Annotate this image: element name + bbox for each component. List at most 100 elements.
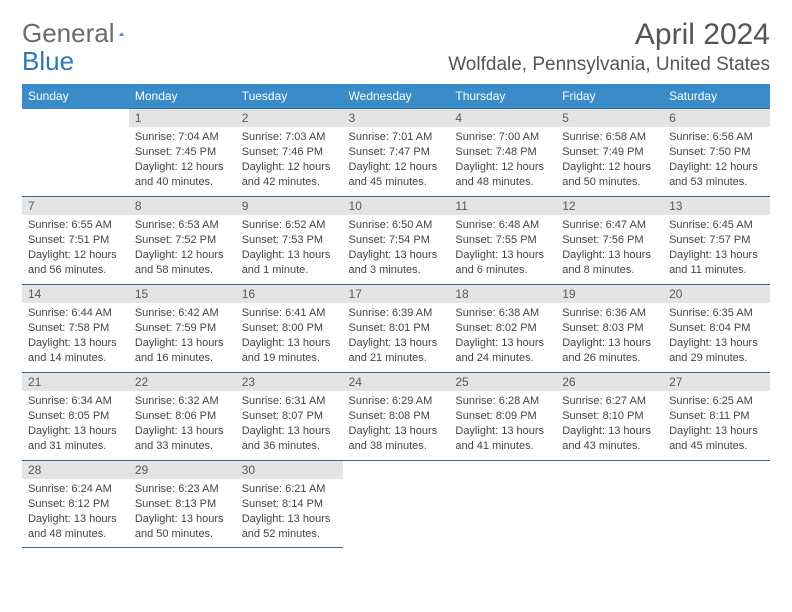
calendar-row: 14Sunrise: 6:44 AMSunset: 7:58 PMDayligh… <box>22 285 770 373</box>
day-content: Sunrise: 6:21 AMSunset: 8:14 PMDaylight:… <box>236 479 343 547</box>
sunrise-line: Sunrise: 6:34 AM <box>28 394 123 409</box>
sunrise-line: Sunrise: 6:52 AM <box>242 218 337 233</box>
month-title: April 2024 <box>448 18 770 52</box>
day-number: 8 <box>129 197 236 215</box>
day-content: Sunrise: 6:39 AMSunset: 8:01 PMDaylight:… <box>343 303 450 371</box>
calendar-cell: 2Sunrise: 7:03 AMSunset: 7:46 PMDaylight… <box>236 109 343 197</box>
sunset-line: Sunset: 8:09 PM <box>455 409 550 424</box>
brand-part2: Blue <box>22 46 74 77</box>
daylight-line: Daylight: 13 hours and 24 minutes. <box>455 336 550 366</box>
calendar-cell: 28 Sunrise: 6:24 AMSunset: 8:12 PMDayligh… <box>22 461 129 548</box>
day-content: Sunrise: 6:48 AMSunset: 7:55 PMDaylight:… <box>449 215 556 283</box>
daylight-line: Daylight: 13 hours and 41 minutes. <box>455 424 550 454</box>
daylight-line: Daylight: 13 hours and 8 minutes. <box>562 248 657 278</box>
weekday-header: Tuesday <box>236 84 343 109</box>
day-number: 14 <box>22 285 129 303</box>
sunrise-line: Sunrise: 6:24 AM <box>28 482 123 497</box>
weekday-header: Wednesday <box>343 84 450 109</box>
sunset-line: Sunset: 8:07 PM <box>242 409 337 424</box>
day-number: 23 <box>236 373 343 391</box>
calendar-row: 21Sunrise: 6:34 AMSunset: 8:05 PMDayligh… <box>22 373 770 461</box>
sunrise-line: Sunrise: 6:25 AM <box>669 394 764 409</box>
day-content: Sunrise: 7:03 AMSunset: 7:46 PMDaylight:… <box>236 127 343 195</box>
calendar-cell: 1Sunrise: 7:04 AMSunset: 7:45 PMDaylight… <box>129 109 236 197</box>
sunset-line: Sunset: 8:02 PM <box>455 321 550 336</box>
day-number: 27 <box>663 373 770 391</box>
sunrise-line: Sunrise: 6:44 AM <box>28 306 123 321</box>
calendar-cell: 8Sunrise: 6:53 AMSunset: 7:52 PMDaylight… <box>129 197 236 285</box>
daylight-line: Daylight: 13 hours and 38 minutes. <box>349 424 444 454</box>
day-content: Sunrise: 6:29 AMSunset: 8:08 PMDaylight:… <box>343 391 450 459</box>
daylight-line: Daylight: 13 hours and 50 minutes. <box>135 512 230 542</box>
weekday-header: Thursday <box>449 84 556 109</box>
day-content: Sunrise: 6:31 AMSunset: 8:07 PMDaylight:… <box>236 391 343 459</box>
calendar-cell: 9 Sunrise: 6:52 AMSunset: 7:53 PMDaylight… <box>236 197 343 285</box>
daylight-line: Daylight: 13 hours and 31 minutes. <box>28 424 123 454</box>
title-block: April 2024 Wolfdale, Pennsylvania, Unite… <box>448 18 770 76</box>
day-number: 26 <box>556 373 663 391</box>
day-number: 6 <box>663 109 770 127</box>
weekday-header: Monday <box>129 84 236 109</box>
sunset-line: Sunset: 7:53 PM <box>242 233 337 248</box>
sunrise-line: Sunrise: 6:32 AM <box>135 394 230 409</box>
calendar-cell: 13Sunrise: 6:45 AMSunset: 7:57 PMDayligh… <box>663 197 770 285</box>
brand-logo: General <box>22 18 149 49</box>
day-content: Sunrise: 6:45 AMSunset: 7:57 PMDaylight:… <box>663 215 770 283</box>
day-content: Sunrise: 6:36 AMSunset: 8:03 PMDaylight:… <box>556 303 663 371</box>
sunrise-line: Sunrise: 7:00 AM <box>455 130 550 145</box>
sunrise-line: Sunrise: 7:03 AM <box>242 130 337 145</box>
calendar-cell: 23Sunrise: 6:31 AMSunset: 8:07 PMDayligh… <box>236 373 343 461</box>
brand-part1: General <box>22 18 115 49</box>
calendar-cell: 10Sunrise: 6:50 AMSunset: 7:54 PMDayligh… <box>343 197 450 285</box>
daylight-line: Daylight: 13 hours and 45 minutes. <box>669 424 764 454</box>
sunset-line: Sunset: 8:11 PM <box>669 409 764 424</box>
day-number: 16 <box>236 285 343 303</box>
sunset-line: Sunset: 8:01 PM <box>349 321 444 336</box>
sunset-line: Sunset: 7:55 PM <box>455 233 550 248</box>
sunset-line: Sunset: 7:57 PM <box>669 233 764 248</box>
sunrise-line: Sunrise: 6:42 AM <box>135 306 230 321</box>
daylight-line: Daylight: 13 hours and 3 minutes. <box>349 248 444 278</box>
daylight-line: Daylight: 13 hours and 48 minutes. <box>28 512 123 542</box>
daylight-line: Daylight: 13 hours and 36 minutes. <box>242 424 337 454</box>
day-number: 24 <box>343 373 450 391</box>
day-number: 22 <box>129 373 236 391</box>
calendar-tbody: 1Sunrise: 7:04 AMSunset: 7:45 PMDaylight… <box>22 109 770 548</box>
day-number: 28 <box>22 461 129 479</box>
day-content: Sunrise: 6:56 AMSunset: 7:50 PMDaylight:… <box>663 127 770 195</box>
daylight-line: Daylight: 13 hours and 1 minute. <box>242 248 337 278</box>
sunrise-line: Sunrise: 6:35 AM <box>669 306 764 321</box>
calendar-cell <box>556 461 663 548</box>
daylight-line: Daylight: 13 hours and 14 minutes. <box>28 336 123 366</box>
day-number: 7 <box>22 197 129 215</box>
day-content: Sunrise: 6:58 AMSunset: 7:49 PMDaylight:… <box>556 127 663 195</box>
sunset-line: Sunset: 7:49 PM <box>562 145 657 160</box>
calendar-cell: 4Sunrise: 7:00 AMSunset: 7:48 PMDaylight… <box>449 109 556 197</box>
day-number: 4 <box>449 109 556 127</box>
sunset-line: Sunset: 8:08 PM <box>349 409 444 424</box>
calendar-cell: 21Sunrise: 6:34 AMSunset: 8:05 PMDayligh… <box>22 373 129 461</box>
calendar-cell: 22Sunrise: 6:32 AMSunset: 8:06 PMDayligh… <box>129 373 236 461</box>
day-number: 15 <box>129 285 236 303</box>
sunrise-line: Sunrise: 6:39 AM <box>349 306 444 321</box>
calendar-cell: 24Sunrise: 6:29 AMSunset: 8:08 PMDayligh… <box>343 373 450 461</box>
daylight-line: Daylight: 13 hours and 11 minutes. <box>669 248 764 278</box>
sunset-line: Sunset: 7:45 PM <box>135 145 230 160</box>
sunrise-line: Sunrise: 6:21 AM <box>242 482 337 497</box>
sunset-line: Sunset: 8:12 PM <box>28 497 123 512</box>
day-number: 9 <box>236 197 343 215</box>
sunset-line: Sunset: 8:00 PM <box>242 321 337 336</box>
daylight-line: Daylight: 12 hours and 45 minutes. <box>349 160 444 190</box>
calendar-table: Sunday Monday Tuesday Wednesday Thursday… <box>22 84 770 548</box>
sunset-line: Sunset: 7:51 PM <box>28 233 123 248</box>
sunrise-line: Sunrise: 6:27 AM <box>562 394 657 409</box>
day-content: Sunrise: 6:27 AMSunset: 8:10 PMDaylight:… <box>556 391 663 459</box>
day-content: Sunrise: 6:47 AMSunset: 7:56 PMDaylight:… <box>556 215 663 283</box>
calendar-cell: 7Sunrise: 6:55 AMSunset: 7:51 PMDaylight… <box>22 197 129 285</box>
day-number: 5 <box>556 109 663 127</box>
day-content: Sunrise: 7:04 AMSunset: 7:45 PMDaylight:… <box>129 127 236 195</box>
daylight-line: Daylight: 13 hours and 43 minutes. <box>562 424 657 454</box>
sunrise-line: Sunrise: 6:47 AM <box>562 218 657 233</box>
calendar-cell: 14Sunrise: 6:44 AMSunset: 7:58 PMDayligh… <box>22 285 129 373</box>
day-content: Sunrise: 6:34 AMSunset: 8:05 PMDaylight:… <box>22 391 129 459</box>
